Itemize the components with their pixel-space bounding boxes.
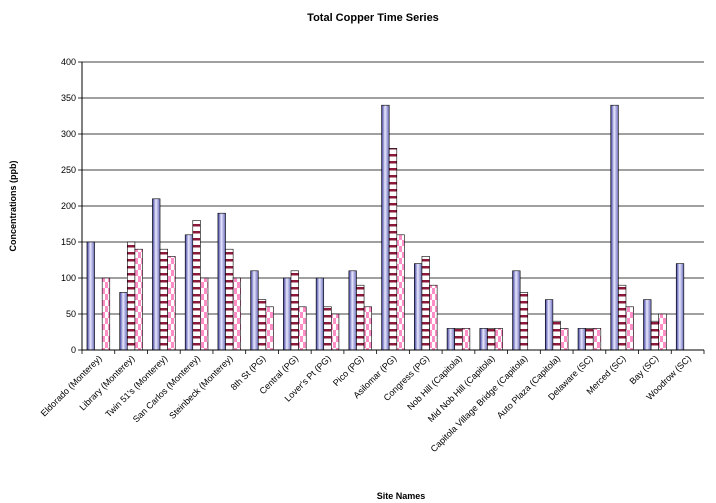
bar-blue-gradient-12 bbox=[479, 328, 488, 351]
bar-blue-gradient-3 bbox=[184, 234, 194, 351]
y-tick-label: 300 bbox=[61, 129, 76, 139]
bar-pink-checker-0 bbox=[101, 277, 111, 351]
bar-pink-checker-6 bbox=[298, 306, 307, 351]
y-tick-label: 150 bbox=[61, 237, 76, 247]
y-tick-label: 200 bbox=[61, 201, 76, 211]
x-category-label: Auto Plaza (Capitola) bbox=[495, 353, 562, 420]
bar-maroon-stripes-7 bbox=[323, 306, 332, 351]
bar-pink-checker-11 bbox=[461, 328, 471, 351]
bar-blue-gradient-0 bbox=[86, 241, 95, 351]
bar-pink-checker-2 bbox=[167, 256, 176, 351]
bar-blue-gradient-17 bbox=[643, 299, 652, 351]
bar-blue-gradient-9 bbox=[381, 104, 390, 351]
bar-maroon-stripes-10 bbox=[421, 256, 430, 351]
bar-maroon-stripes-2 bbox=[159, 248, 168, 351]
y-tick-label: 100 bbox=[61, 273, 76, 283]
bar-pink-checker-14 bbox=[560, 328, 569, 351]
bar-maroon-stripes-14 bbox=[552, 320, 561, 351]
x-category-label: Pico (PG) bbox=[331, 353, 366, 388]
bar-maroon-stripes-5 bbox=[257, 299, 267, 351]
y-tick-label: 50 bbox=[66, 309, 76, 319]
x-axis-label: Site Names bbox=[377, 491, 426, 501]
bar-maroon-stripes-3 bbox=[192, 220, 201, 351]
bar-pink-checker-16 bbox=[625, 306, 634, 351]
bar-maroon-stripes-1 bbox=[127, 241, 136, 351]
bar-pink-checker-15 bbox=[592, 328, 602, 351]
bar-pink-checker-4 bbox=[232, 277, 242, 351]
bar-blue-gradient-1 bbox=[119, 292, 128, 351]
bar-pink-checker-10 bbox=[429, 284, 438, 351]
bar-maroon-stripes-17 bbox=[650, 320, 659, 351]
bar-blue-gradient-11 bbox=[446, 328, 455, 351]
bar-pink-checker-12 bbox=[494, 328, 503, 351]
bar-blue-gradient-2 bbox=[152, 198, 161, 351]
bar-maroon-stripes-12 bbox=[487, 328, 496, 351]
bar-maroon-stripes-6 bbox=[290, 270, 299, 351]
x-category-labels: Eldorado (Monterey)Library (Monterey)Twi… bbox=[39, 353, 693, 454]
bar-blue-gradient-10 bbox=[414, 263, 423, 351]
y-tick-label: 350 bbox=[61, 93, 76, 103]
bar-blue-gradient-5 bbox=[250, 270, 259, 351]
y-tick-label: 250 bbox=[61, 165, 76, 175]
bar-blue-gradient-6 bbox=[283, 277, 292, 351]
y-tick-label: 400 bbox=[61, 57, 76, 67]
bar-pink-checker-7 bbox=[331, 313, 340, 351]
bar-maroon-stripes-11 bbox=[454, 328, 463, 351]
bar-blue-gradient-18 bbox=[675, 263, 685, 351]
bar-pink-checker-3 bbox=[200, 277, 209, 351]
bar-maroon-stripes-13 bbox=[519, 292, 529, 351]
chart-title: Total Copper Time Series bbox=[307, 12, 439, 24]
bar-series bbox=[86, 104, 685, 351]
axes bbox=[81, 62, 705, 354]
bar-blue-gradient-16 bbox=[610, 104, 619, 351]
y-axis-label: Concentrations (ppb) bbox=[8, 161, 18, 252]
x-category-label: Steinbeck (Monterey) bbox=[167, 353, 235, 421]
x-category-label: Bay (SC) bbox=[627, 353, 660, 386]
bar-blue-gradient-13 bbox=[512, 270, 521, 351]
bar-maroon-stripes-8 bbox=[356, 284, 365, 351]
bar-maroon-stripes-15 bbox=[585, 328, 594, 351]
y-tick-labels: 0 50 100 150 200 250 300 350 400 bbox=[61, 57, 76, 355]
bar-pink-checker-8 bbox=[363, 306, 372, 351]
bar-maroon-stripes-4 bbox=[225, 248, 234, 351]
bar-pink-checker-17 bbox=[658, 313, 667, 351]
bar-blue-gradient-8 bbox=[348, 270, 357, 351]
bar-blue-gradient-7 bbox=[315, 277, 325, 351]
bar-pink-checker-5 bbox=[265, 306, 274, 351]
bar-pink-checker-1 bbox=[134, 248, 143, 351]
bar-pink-checker-9 bbox=[396, 234, 405, 351]
bar-maroon-stripes-9 bbox=[388, 148, 398, 351]
y-tick-label: 0 bbox=[71, 345, 76, 355]
bar-blue-gradient-14 bbox=[544, 299, 554, 351]
bar-blue-gradient-15 bbox=[577, 328, 586, 351]
bar-blue-gradient-4 bbox=[217, 212, 226, 351]
bar-maroon-stripes-16 bbox=[618, 284, 627, 351]
x-category-label: Eldorado (Monterey) bbox=[39, 353, 104, 418]
x-category-label: Library (Monterey) bbox=[77, 353, 136, 412]
x-category-label: Twin 51's (Monterey) bbox=[103, 353, 169, 419]
